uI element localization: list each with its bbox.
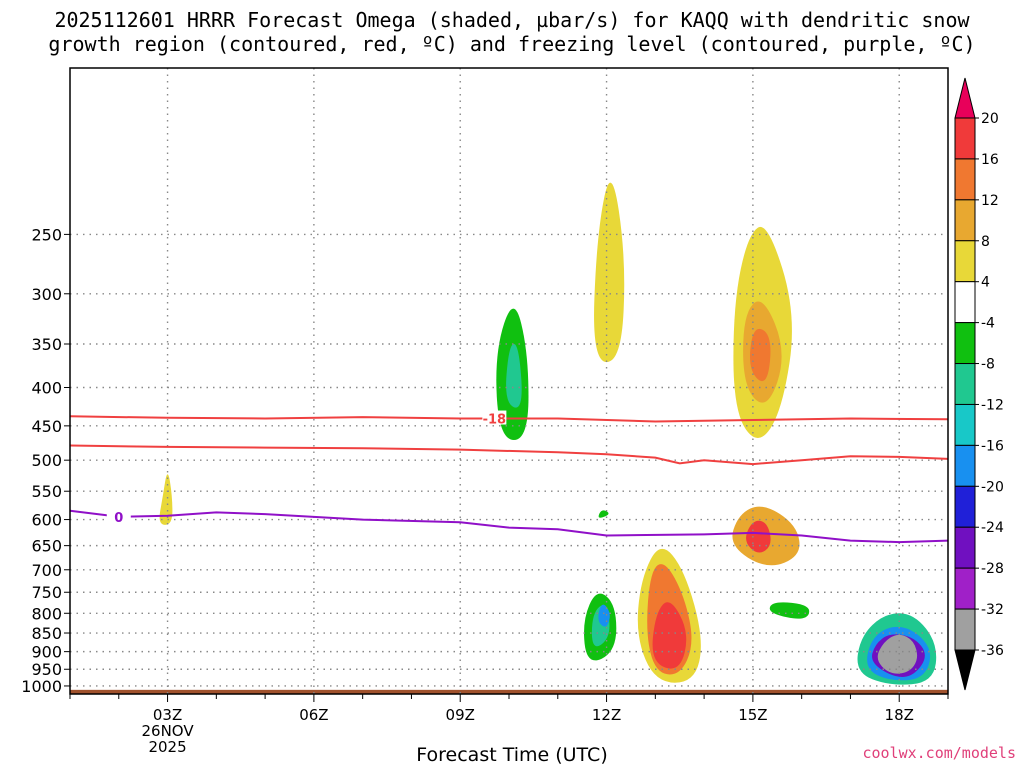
omega-shaded-region — [652, 602, 687, 669]
contour-label: 0 — [114, 511, 123, 526]
y-tick-label: 300 — [31, 285, 62, 304]
colorbar-swatch — [954, 240, 976, 283]
colorbar-swatch — [954, 403, 976, 446]
y-tick-label: 600 — [31, 511, 62, 530]
y-tick-label: 1000 — [21, 677, 62, 696]
x-tick-label: 03Z — [153, 706, 182, 724]
y-tick-label: 350 — [31, 335, 62, 354]
omega-shaded-region — [506, 344, 522, 408]
omega-shaded-region — [769, 602, 810, 619]
omega-shaded-region — [145, 421, 221, 645]
ground-surface — [70, 689, 948, 694]
colorbar-swatch — [954, 117, 976, 160]
colorbar-swatch — [954, 567, 976, 610]
colorbar-label: 4 — [981, 275, 990, 291]
y-tick-label: 850 — [31, 624, 62, 643]
contour-line — [69, 509, 949, 544]
colorbar-swatch — [954, 608, 976, 651]
colorbar-label: -36 — [981, 643, 1004, 659]
colorbar-label: -8 — [981, 357, 995, 373]
colorbar-label: -4 — [981, 316, 995, 332]
contour-line — [69, 444, 949, 466]
colorbar-label: 12 — [981, 193, 999, 209]
contour-line — [69, 415, 949, 423]
colorbar-swatch — [954, 363, 976, 405]
y-tick-label: 650 — [31, 537, 62, 556]
y-tick-label: 550 — [31, 482, 62, 501]
chart-title-line-1: 2025112601 HRRR Forecast Omega (shaded, … — [54, 8, 970, 32]
x-date-label: 26NOV — [141, 722, 194, 740]
omega-shaded-region — [749, 328, 771, 382]
colorbar-swatch — [954, 444, 976, 487]
colorbar-swatch — [954, 322, 976, 365]
colorbar-label: -32 — [981, 602, 1004, 618]
omega-shaded-region — [746, 520, 771, 553]
colorbar-label: 16 — [981, 152, 999, 168]
colorbar-swatch — [954, 526, 976, 569]
colorbar-label: -28 — [981, 561, 1004, 577]
colorbar-top-arrow — [954, 77, 976, 119]
site-credit: coolwx.com/models — [862, 744, 1016, 762]
y-tick-label: 400 — [31, 378, 62, 397]
omega-shaded-region — [598, 510, 609, 518]
y-tick-label: 450 — [31, 417, 62, 436]
omega-shaded-region — [433, 600, 473, 674]
colorbar-label: -16 — [981, 438, 1004, 454]
contour-label: -18 — [483, 413, 507, 428]
omega-shaded-region — [877, 634, 918, 674]
colorbar-swatch — [954, 199, 976, 242]
chart-title-line-2: growth region (contoured, red, ºC) and f… — [48, 32, 976, 56]
omega-shaded-region — [494, 625, 543, 688]
x-tick-label: 18Z — [885, 706, 914, 724]
y-tick-label: 750 — [31, 583, 62, 602]
y-tick-label: 700 — [31, 561, 62, 580]
colorbar-label: -12 — [981, 397, 1004, 413]
x-tick-label: 12Z — [592, 706, 621, 724]
colorbar-label: -24 — [981, 520, 1004, 536]
x-tick-label: 09Z — [446, 706, 475, 724]
colorbar-label: -20 — [981, 479, 1004, 495]
omega-shaded-region — [840, 365, 905, 458]
x-date-label: 2025 — [148, 738, 186, 756]
omega-shaded-region — [944, 604, 948, 630]
colorbar-swatch — [954, 158, 976, 201]
colorbar-bottom-arrow — [954, 649, 976, 691]
omega-shaded-region — [594, 182, 625, 363]
omega-shaded-region — [159, 474, 173, 525]
omega-shaded-region — [743, 596, 824, 683]
x-tick-label: 15Z — [738, 706, 767, 724]
y-tick-label: 800 — [31, 604, 62, 623]
omega-shaded-region — [505, 514, 513, 523]
colorbar-swatch — [954, 485, 976, 528]
y-tick-label: 900 — [31, 643, 62, 662]
colorbar-label: 20 — [981, 111, 999, 127]
x-axis-label: Forecast Time (UTC) — [416, 744, 608, 766]
y-tick-label: 500 — [31, 451, 62, 470]
y-tick-label: 950 — [31, 660, 62, 679]
colorbar-label: 8 — [981, 234, 990, 250]
y-tick-label: 250 — [31, 225, 62, 244]
x-tick-label: 06Z — [299, 706, 328, 724]
colorbar-swatch — [954, 281, 976, 324]
contour-label-bg — [106, 508, 131, 523]
omega-shaded-region — [655, 346, 700, 432]
omega-shaded-region — [546, 469, 614, 550]
contour-label-bg — [482, 410, 507, 425]
